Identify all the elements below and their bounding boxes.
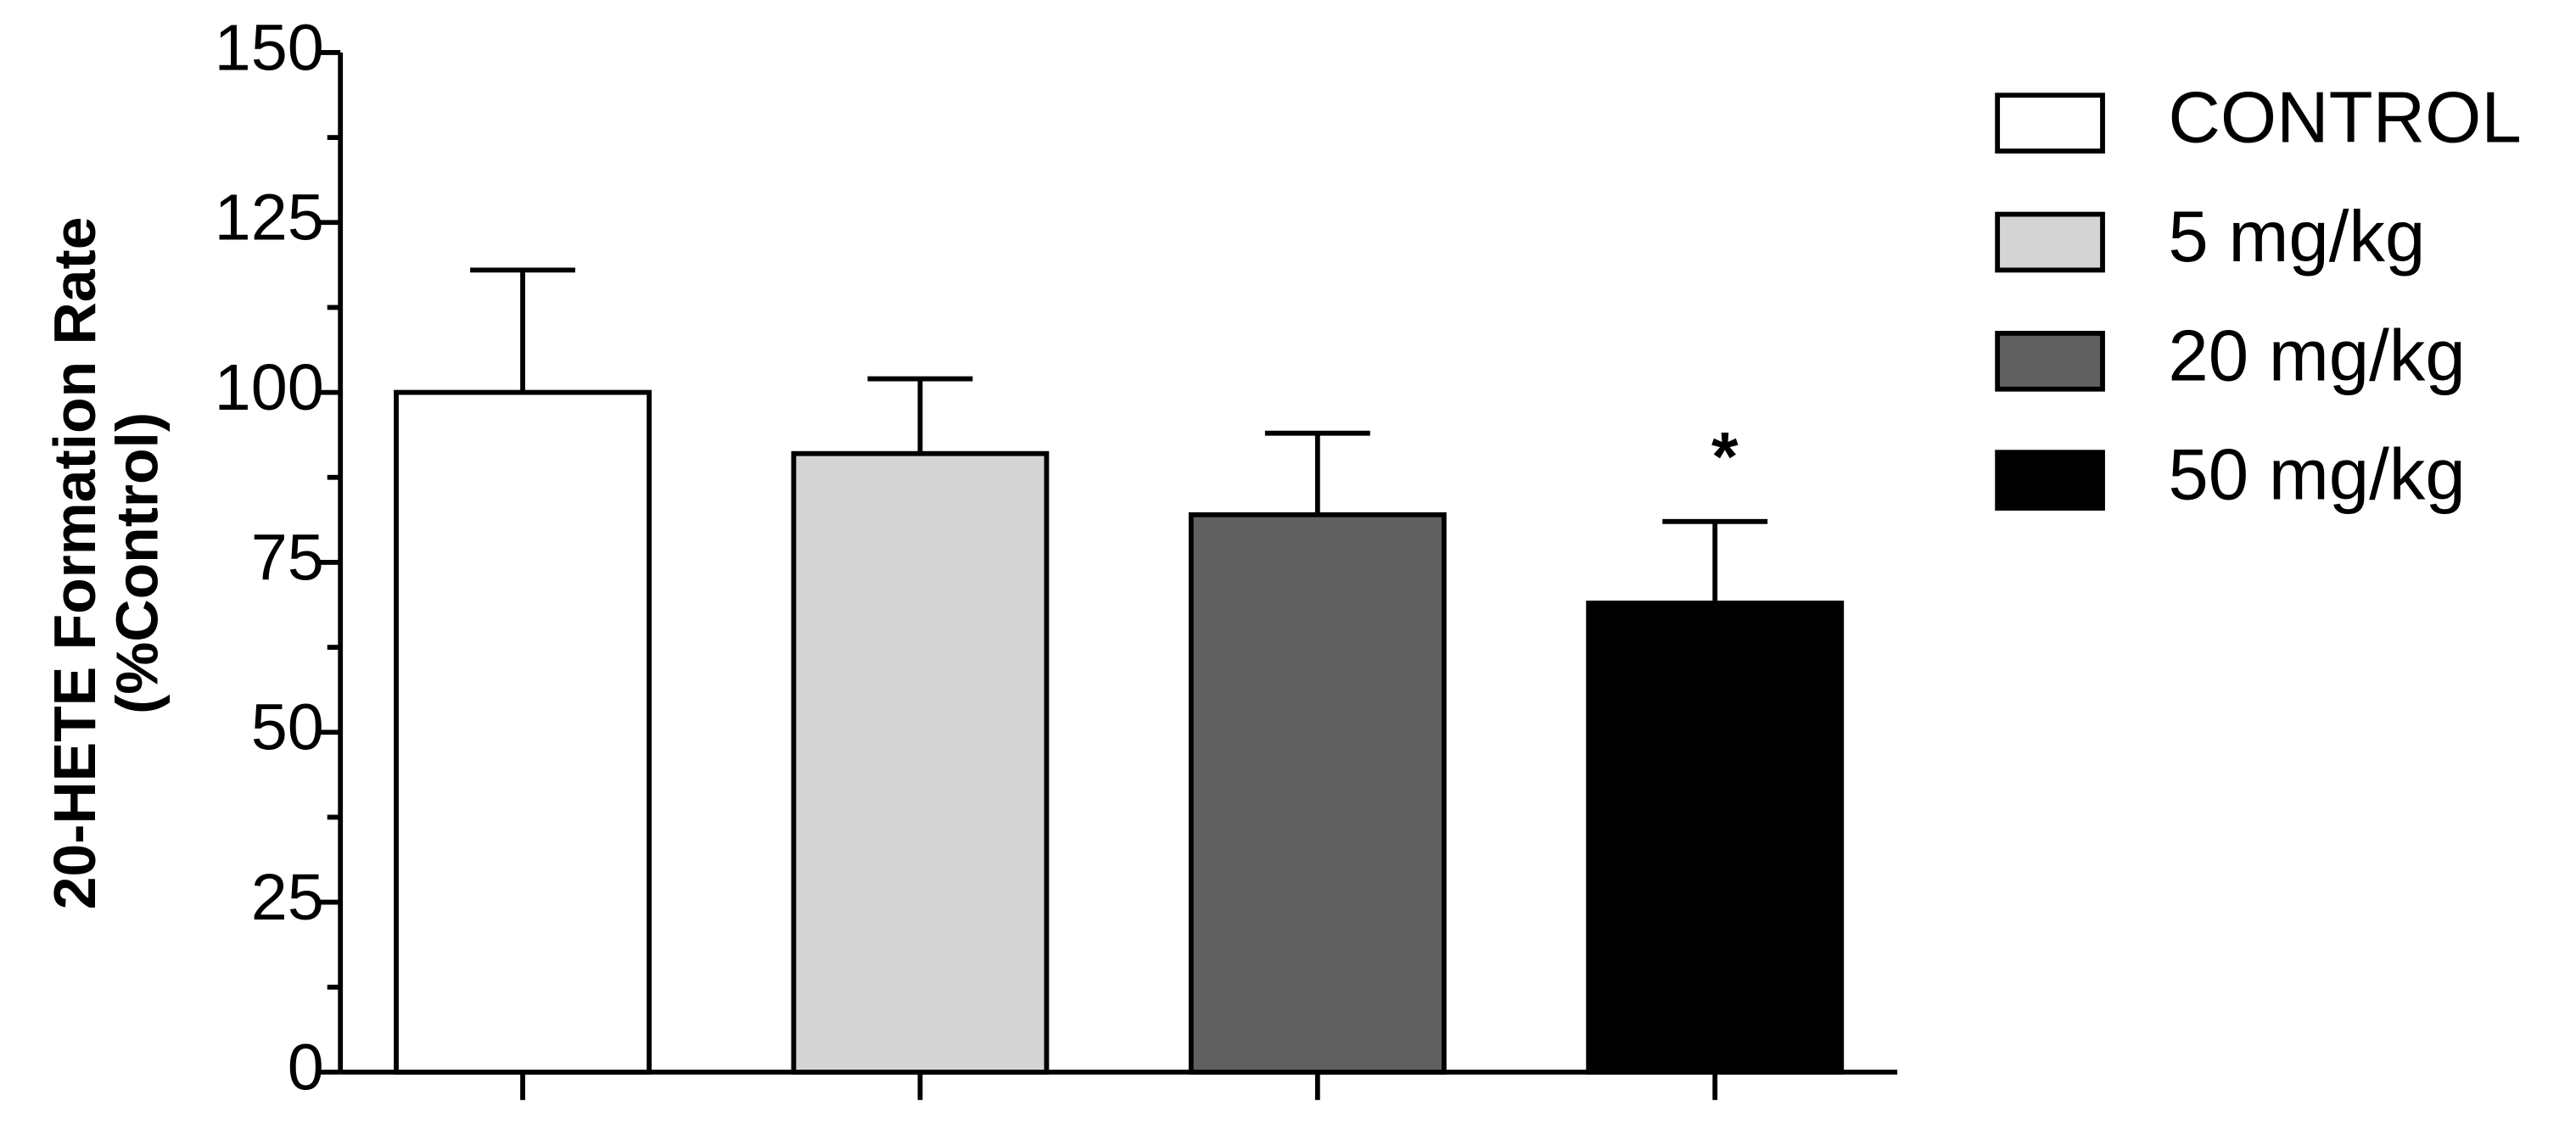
y-tick-label: 75: [251, 521, 324, 594]
bar: [1586, 601, 1845, 1075]
legend-label: 50 mg/kg: [2168, 435, 2465, 516]
annotation: *: [1711, 419, 1739, 496]
y-tick-label: 0: [288, 1031, 324, 1104]
bar: [394, 389, 652, 1075]
legend-swatch: [1995, 331, 2105, 392]
legend-swatch: [1995, 450, 2105, 511]
y-tick-label: 25: [251, 861, 324, 934]
y-tick-label: 150: [215, 11, 324, 84]
y-axis-label: (%Control): [104, 412, 170, 714]
y-tick-label: 100: [215, 351, 324, 424]
legend-label: 20 mg/kg: [2168, 316, 2465, 396]
legend-swatch: [1995, 211, 2105, 273]
legend-label: 5 mg/kg: [2168, 197, 2425, 277]
y-axis-label: 20-HETE Formation Rate: [42, 217, 108, 910]
y-tick-label: 50: [251, 691, 324, 764]
legend-swatch: [1995, 92, 2105, 154]
bar: [1188, 512, 1447, 1075]
bar: [791, 450, 1050, 1075]
y-tick-label: 125: [215, 182, 324, 254]
legend-label: CONTROL: [2168, 78, 2521, 159]
